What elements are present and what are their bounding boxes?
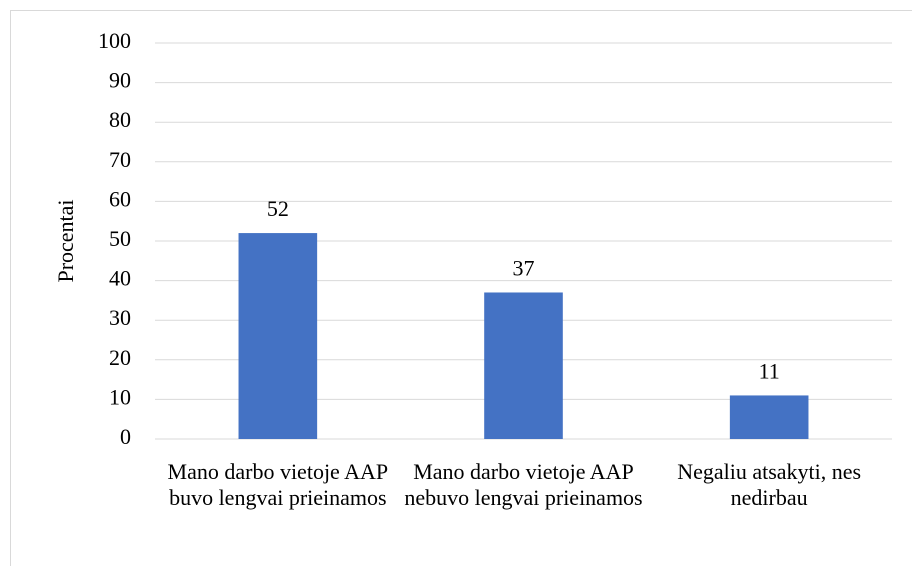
y-axis-label: Procentai bbox=[53, 199, 78, 282]
y-tick-label: 20 bbox=[109, 345, 131, 370]
data-label: 37 bbox=[513, 256, 535, 281]
y-tick-label: 0 bbox=[120, 424, 131, 449]
y-tick-label: 10 bbox=[109, 384, 131, 409]
x-tick-label: Mano darbo vietoje AAP nebuvo lengvai pr… bbox=[404, 459, 643, 510]
chart-border bbox=[10, 10, 912, 566]
y-tick-label: 40 bbox=[109, 266, 131, 291]
bar bbox=[238, 233, 318, 439]
data-label: 11 bbox=[759, 358, 780, 383]
y-tick-label: 30 bbox=[109, 305, 131, 330]
data-label: 52 bbox=[267, 196, 289, 221]
y-tick-label: 100 bbox=[98, 28, 131, 53]
y-tick-label: 70 bbox=[109, 147, 131, 172]
y-tick-label: 60 bbox=[109, 186, 131, 211]
bar bbox=[484, 292, 563, 439]
bar bbox=[729, 395, 809, 439]
y-tick-label: 80 bbox=[109, 107, 131, 132]
y-tick-label: 90 bbox=[109, 68, 131, 93]
x-tick-label: Mano darbo vietoje AAP buvo lengvai prie… bbox=[167, 459, 389, 510]
y-tick-label: 50 bbox=[109, 226, 131, 251]
x-tick-label: Negaliu atsakyti, nes nedirbau bbox=[677, 459, 862, 510]
